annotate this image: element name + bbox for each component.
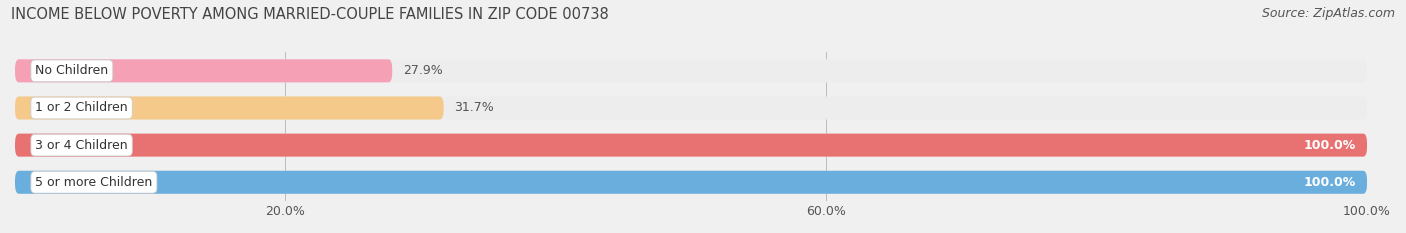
Text: 1 or 2 Children: 1 or 2 Children [35, 102, 128, 114]
FancyBboxPatch shape [15, 59, 1367, 82]
Text: Source: ZipAtlas.com: Source: ZipAtlas.com [1261, 7, 1395, 20]
Text: 3 or 4 Children: 3 or 4 Children [35, 139, 128, 152]
Text: No Children: No Children [35, 64, 108, 77]
Text: 5 or more Children: 5 or more Children [35, 176, 152, 189]
FancyBboxPatch shape [15, 171, 1367, 194]
Text: INCOME BELOW POVERTY AMONG MARRIED-COUPLE FAMILIES IN ZIP CODE 00738: INCOME BELOW POVERTY AMONG MARRIED-COUPL… [11, 7, 609, 22]
FancyBboxPatch shape [15, 59, 392, 82]
FancyBboxPatch shape [15, 171, 1367, 194]
FancyBboxPatch shape [15, 96, 1367, 120]
FancyBboxPatch shape [15, 96, 444, 120]
Text: 27.9%: 27.9% [404, 64, 443, 77]
Text: 100.0%: 100.0% [1303, 139, 1357, 152]
FancyBboxPatch shape [15, 134, 1367, 157]
Text: 31.7%: 31.7% [454, 102, 494, 114]
FancyBboxPatch shape [15, 134, 1367, 157]
Text: 100.0%: 100.0% [1303, 176, 1357, 189]
